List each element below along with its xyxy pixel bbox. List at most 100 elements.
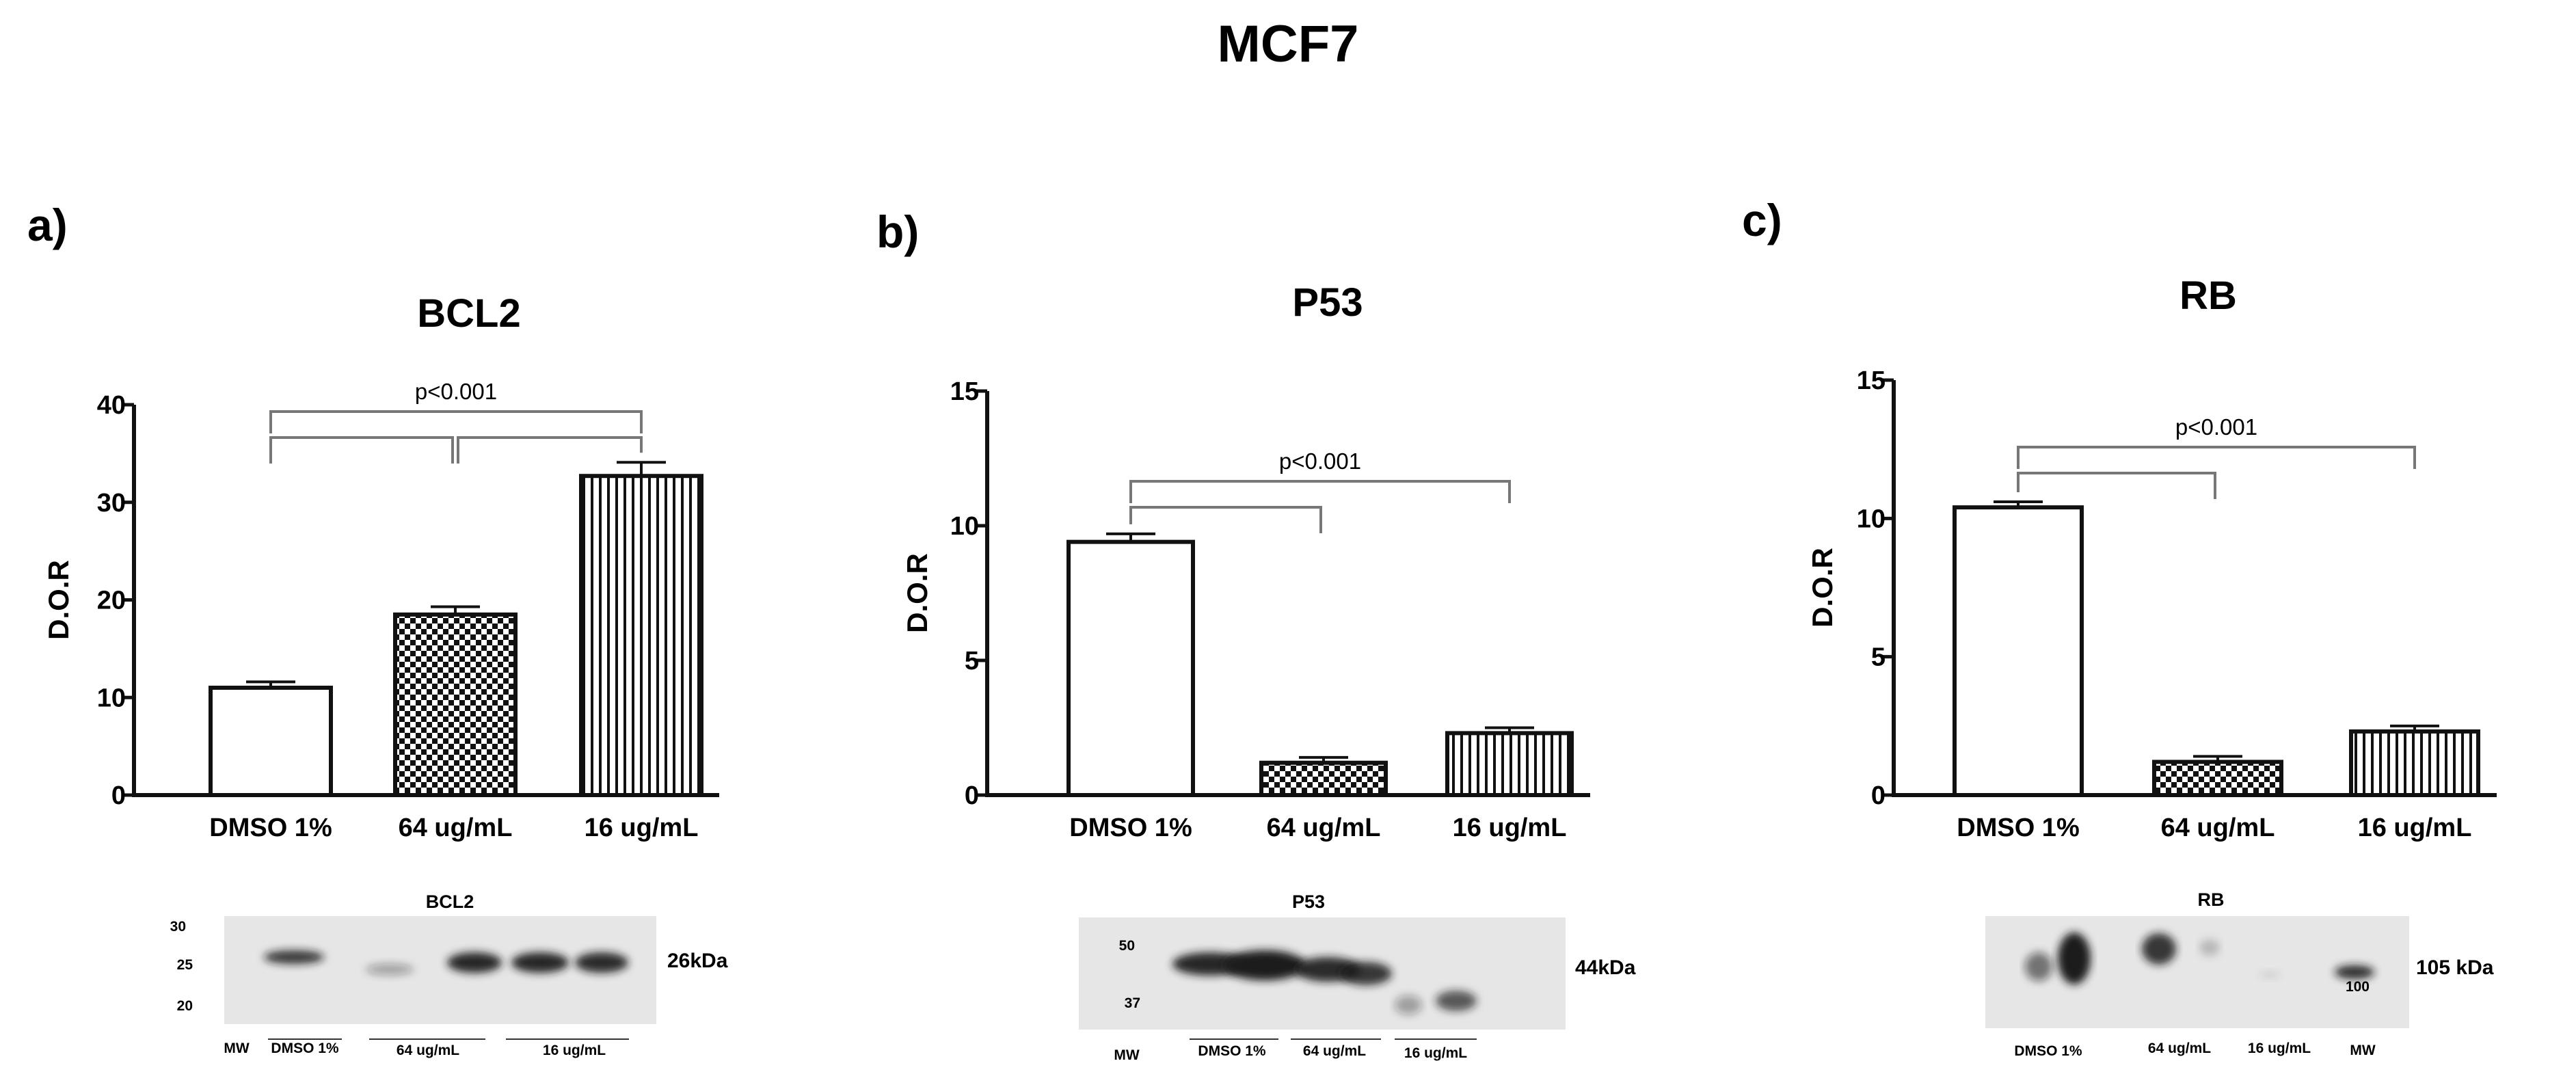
mw-marker-label: 30 xyxy=(170,919,186,935)
significance-bracket xyxy=(269,410,643,433)
bar xyxy=(209,685,333,797)
lane-label: 16 ug/mL xyxy=(2248,1041,2311,1056)
bar xyxy=(393,612,518,797)
bar xyxy=(1953,505,2084,797)
y-tick-label: 0 xyxy=(965,781,979,810)
significance-bracket xyxy=(2017,446,2416,469)
significance-label: p<0.001 xyxy=(415,379,497,404)
significance-bracket xyxy=(457,436,643,464)
chart-title-b: P53 xyxy=(1292,280,1363,325)
significance-label: p<0.001 xyxy=(1279,448,1361,474)
bar xyxy=(1066,539,1195,797)
blot-title: BCL2 xyxy=(426,891,474,912)
blot-band xyxy=(1340,962,1392,985)
lane-label: MW xyxy=(1114,1047,1139,1063)
bar-plot-b: 0 5 10 15 D.O.R DMSO 1% 64 ug/mL 16 ug/mL p<0.00… xyxy=(901,377,1590,842)
y-tick-label: 10 xyxy=(1857,505,1886,533)
panel-letter-a: a) xyxy=(27,200,68,250)
x-category-label: 16 ug/mL xyxy=(585,814,699,842)
lane-label: DMSO 1% xyxy=(271,1041,339,1056)
mw-marker-label: 20 xyxy=(177,998,193,1014)
y-tick-label: 20 xyxy=(97,587,126,615)
panel-a: a) BCL2 0 10 20 30 40 D.O.R DMSO 1% 64 ug/mL 16 … xyxy=(27,200,728,1058)
y-axis-title: D.O.R xyxy=(901,553,933,633)
y-tick-label: 30 xyxy=(97,489,126,518)
blot-title: RB xyxy=(2198,889,2225,910)
y-tick-label: 0 xyxy=(1871,781,1886,810)
significance-bracket xyxy=(1129,480,1511,503)
blot-band xyxy=(2142,933,2176,965)
lane-label: DMSO 1% xyxy=(2014,1043,2082,1059)
x-category-label: 64 ug/mL xyxy=(1267,814,1381,842)
blot-band xyxy=(1395,995,1422,1015)
blot-band xyxy=(2199,939,2220,956)
bar-plot-a: 0 10 20 30 40 D.O.R DMSO 1% 64 ug/mL 16 ug/mL p<0… xyxy=(42,379,719,842)
blot-band xyxy=(511,952,569,973)
x-category-label: 64 ug/mL xyxy=(2161,814,2275,842)
x-category-label: DMSO 1% xyxy=(209,814,332,842)
y-axis-title: D.O.R xyxy=(1806,548,1838,628)
chart-title-a: BCL2 xyxy=(417,291,520,336)
bar xyxy=(579,474,703,798)
blot-band xyxy=(2259,971,2280,978)
y-tick-label: 10 xyxy=(97,684,126,712)
x-category-label: 64 ug/mL xyxy=(399,814,513,842)
y-tick-label: 5 xyxy=(1871,643,1886,672)
bar xyxy=(1259,760,1388,797)
blot-band xyxy=(575,952,628,973)
blot-title: P53 xyxy=(1292,891,1325,912)
y-tick-label: 40 xyxy=(97,391,126,420)
y-tick-label: 10 xyxy=(950,512,979,541)
panel-letter-b: b) xyxy=(876,206,919,257)
panel-letter-c: c) xyxy=(1742,195,1782,245)
significance-label: p<0.001 xyxy=(2175,414,2257,440)
figure-title: MCF7 xyxy=(1218,15,1359,73)
western-blot-a: BCL2 30 25 20 26kDa MW DMSO 1% 64 ug/mL 16 ug/mL xyxy=(170,891,728,1058)
lane-label: 16 ug/mL xyxy=(543,1043,606,1058)
x-category-label: 16 ug/mL xyxy=(2358,814,2472,842)
bar-plot-c: 0 5 10 15 D.O.R DMSO 1% 64 ug/mL 16 ug/mL p<0.00… xyxy=(1806,366,2497,842)
x-category-label: DMSO 1% xyxy=(1069,814,1192,842)
mw-marker-label: 25 xyxy=(177,957,193,973)
blot-band xyxy=(1224,950,1306,980)
lane-label: MW xyxy=(224,1041,249,1056)
lane-label: 64 ug/mL xyxy=(2148,1041,2211,1056)
blot-band xyxy=(366,964,414,975)
lane-label: 64 ug/mL xyxy=(397,1043,459,1058)
blot-band xyxy=(447,952,502,973)
bar xyxy=(2349,729,2480,797)
band-size-label: 105 kDa xyxy=(2416,956,2494,979)
blot-band xyxy=(2025,952,2052,981)
significance-bracket xyxy=(1129,506,1322,533)
blot-band xyxy=(2335,965,2374,979)
significance-bracket xyxy=(269,436,454,464)
bar xyxy=(2152,760,2283,797)
x-category-label: 16 ug/mL xyxy=(1453,814,1567,842)
mw-marker-label: 37 xyxy=(1125,995,1140,1011)
mw-marker-label: 50 xyxy=(1119,938,1135,954)
blot-band xyxy=(1436,991,1477,1011)
y-tick-label: 15 xyxy=(950,377,979,406)
chart-title-c: RB xyxy=(2179,273,2237,318)
panel-c: c) RB 0 5 10 15 D.O.R DMSO 1% 64 ug/mL 16 ug/mL… xyxy=(1742,195,2497,1059)
blot-band xyxy=(264,950,324,964)
lane-label: 16 ug/mL xyxy=(1404,1045,1467,1061)
y-tick-label: 15 xyxy=(1857,366,1886,395)
panel-b: b) P53 0 5 10 15 D.O.R DMSO 1% 64 ug/mL 16 ug/m… xyxy=(876,206,1636,1063)
western-blot-c: RB 100 105 kDa DMSO 1% 64 ug/mL 16 ug/mL MW xyxy=(1985,889,2494,1059)
blot-band xyxy=(2058,932,2091,984)
bar xyxy=(1445,731,1574,798)
western-blot-b: P53 50 37 44kDa MW DMSO 1% 64 ug/mL 16 ug/mL xyxy=(1079,891,1636,1063)
significance-bracket xyxy=(2017,472,2216,499)
lane-label: DMSO 1% xyxy=(1198,1043,1266,1059)
lane-label: 64 ug/mL xyxy=(1303,1043,1366,1059)
y-tick-label: 0 xyxy=(111,781,126,810)
y-tick-label: 5 xyxy=(965,647,979,675)
lane-label: MW xyxy=(2350,1043,2375,1058)
band-size-label: 26kDa xyxy=(667,950,728,972)
band-size-label: 44kDa xyxy=(1575,956,1636,979)
mw-marker-label: 100 xyxy=(2346,979,2370,995)
x-category-label: DMSO 1% xyxy=(1957,814,2079,842)
y-axis-title: D.O.R xyxy=(42,560,75,640)
